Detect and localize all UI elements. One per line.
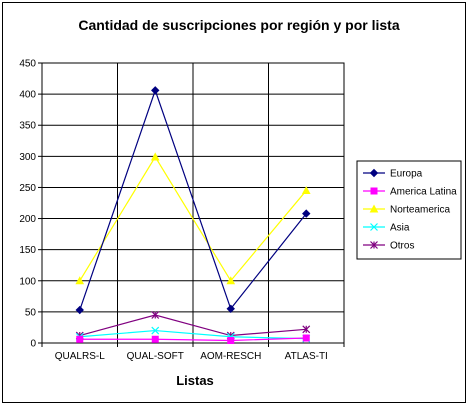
- legend-marker-otros: [370, 241, 378, 249]
- chart-title: Cantidad de suscripciones por región y p…: [78, 17, 400, 33]
- line-chart: Cantidad de suscripciones por región y p…: [19, 17, 462, 388]
- chart-frame: Cantidad de suscripciones por región y p…: [2, 2, 466, 403]
- legend-label-otros: Otros: [390, 241, 414, 252]
- x-tick-label: QUAL-SOFT: [127, 351, 184, 362]
- series-line-norteamerica: [79, 155, 307, 282]
- data-point-norteamerica: [75, 276, 85, 285]
- data-point-norteamerica: [150, 152, 160, 161]
- y-tick-label: 50: [25, 307, 37, 318]
- y-tick-label: 300: [19, 152, 36, 163]
- legend: Europa America Latina Norteamerica Asia Otro…: [356, 160, 462, 260]
- x-tick-label: AOM-RESCH: [200, 351, 261, 362]
- plot-area: 0 50 100 150 200 250 300 350 400 450 QUALRS-L QUAL-…: [19, 59, 345, 362]
- data-point-america-latina: [302, 334, 310, 342]
- legend-label-norteamerica: Norteamerica: [390, 205, 450, 216]
- data-point-europa: [75, 305, 84, 315]
- y-tick-label: 400: [19, 90, 36, 101]
- series-line-america-latina: [79, 337, 307, 342]
- data-point-norteamerica: [226, 276, 236, 285]
- x-tick-label: QUALRS-L: [55, 351, 105, 362]
- data-point-europa: [151, 86, 160, 95]
- data-point-asia: [151, 326, 160, 335]
- y-tick-label: 250: [19, 183, 36, 194]
- y-tick-label: 100: [19, 276, 36, 287]
- data-point-otros: [151, 311, 160, 319]
- legend-marker-norteamerica: [369, 204, 379, 213]
- series-line-asia: [79, 329, 307, 340]
- y-tick-label: 150: [19, 245, 36, 256]
- data-point-norteamerica: [301, 186, 311, 195]
- data-point-america-latina: [76, 335, 84, 343]
- legend-marker-asia: [370, 223, 378, 231]
- legend-marker-america-latina: [370, 187, 378, 195]
- series-line-europa: [79, 88, 307, 311]
- x-tick-label: ATLAS-TI: [285, 351, 328, 362]
- y-tick-label: 200: [19, 214, 36, 225]
- data-point-otros: [302, 325, 311, 334]
- data-point-america-latina: [151, 335, 159, 343]
- legend-label-asia: Asia: [390, 223, 410, 234]
- series-line-otros: [79, 314, 307, 337]
- legend-label-europa: Europa: [390, 169, 423, 180]
- y-tick-label: 450: [19, 59, 36, 70]
- y-tick-label: 350: [19, 121, 36, 132]
- legend-marker-europa: [369, 168, 379, 178]
- legend-label-america-latina: America Latina: [390, 187, 457, 198]
- x-axis-label: Listas: [176, 373, 214, 388]
- plot-border: [41, 62, 345, 344]
- data-point-europa: [226, 304, 235, 313]
- y-tick-label: 0: [30, 339, 36, 350]
- data-point-europa: [302, 209, 311, 218]
- data-point-america-latina: [227, 337, 235, 345]
